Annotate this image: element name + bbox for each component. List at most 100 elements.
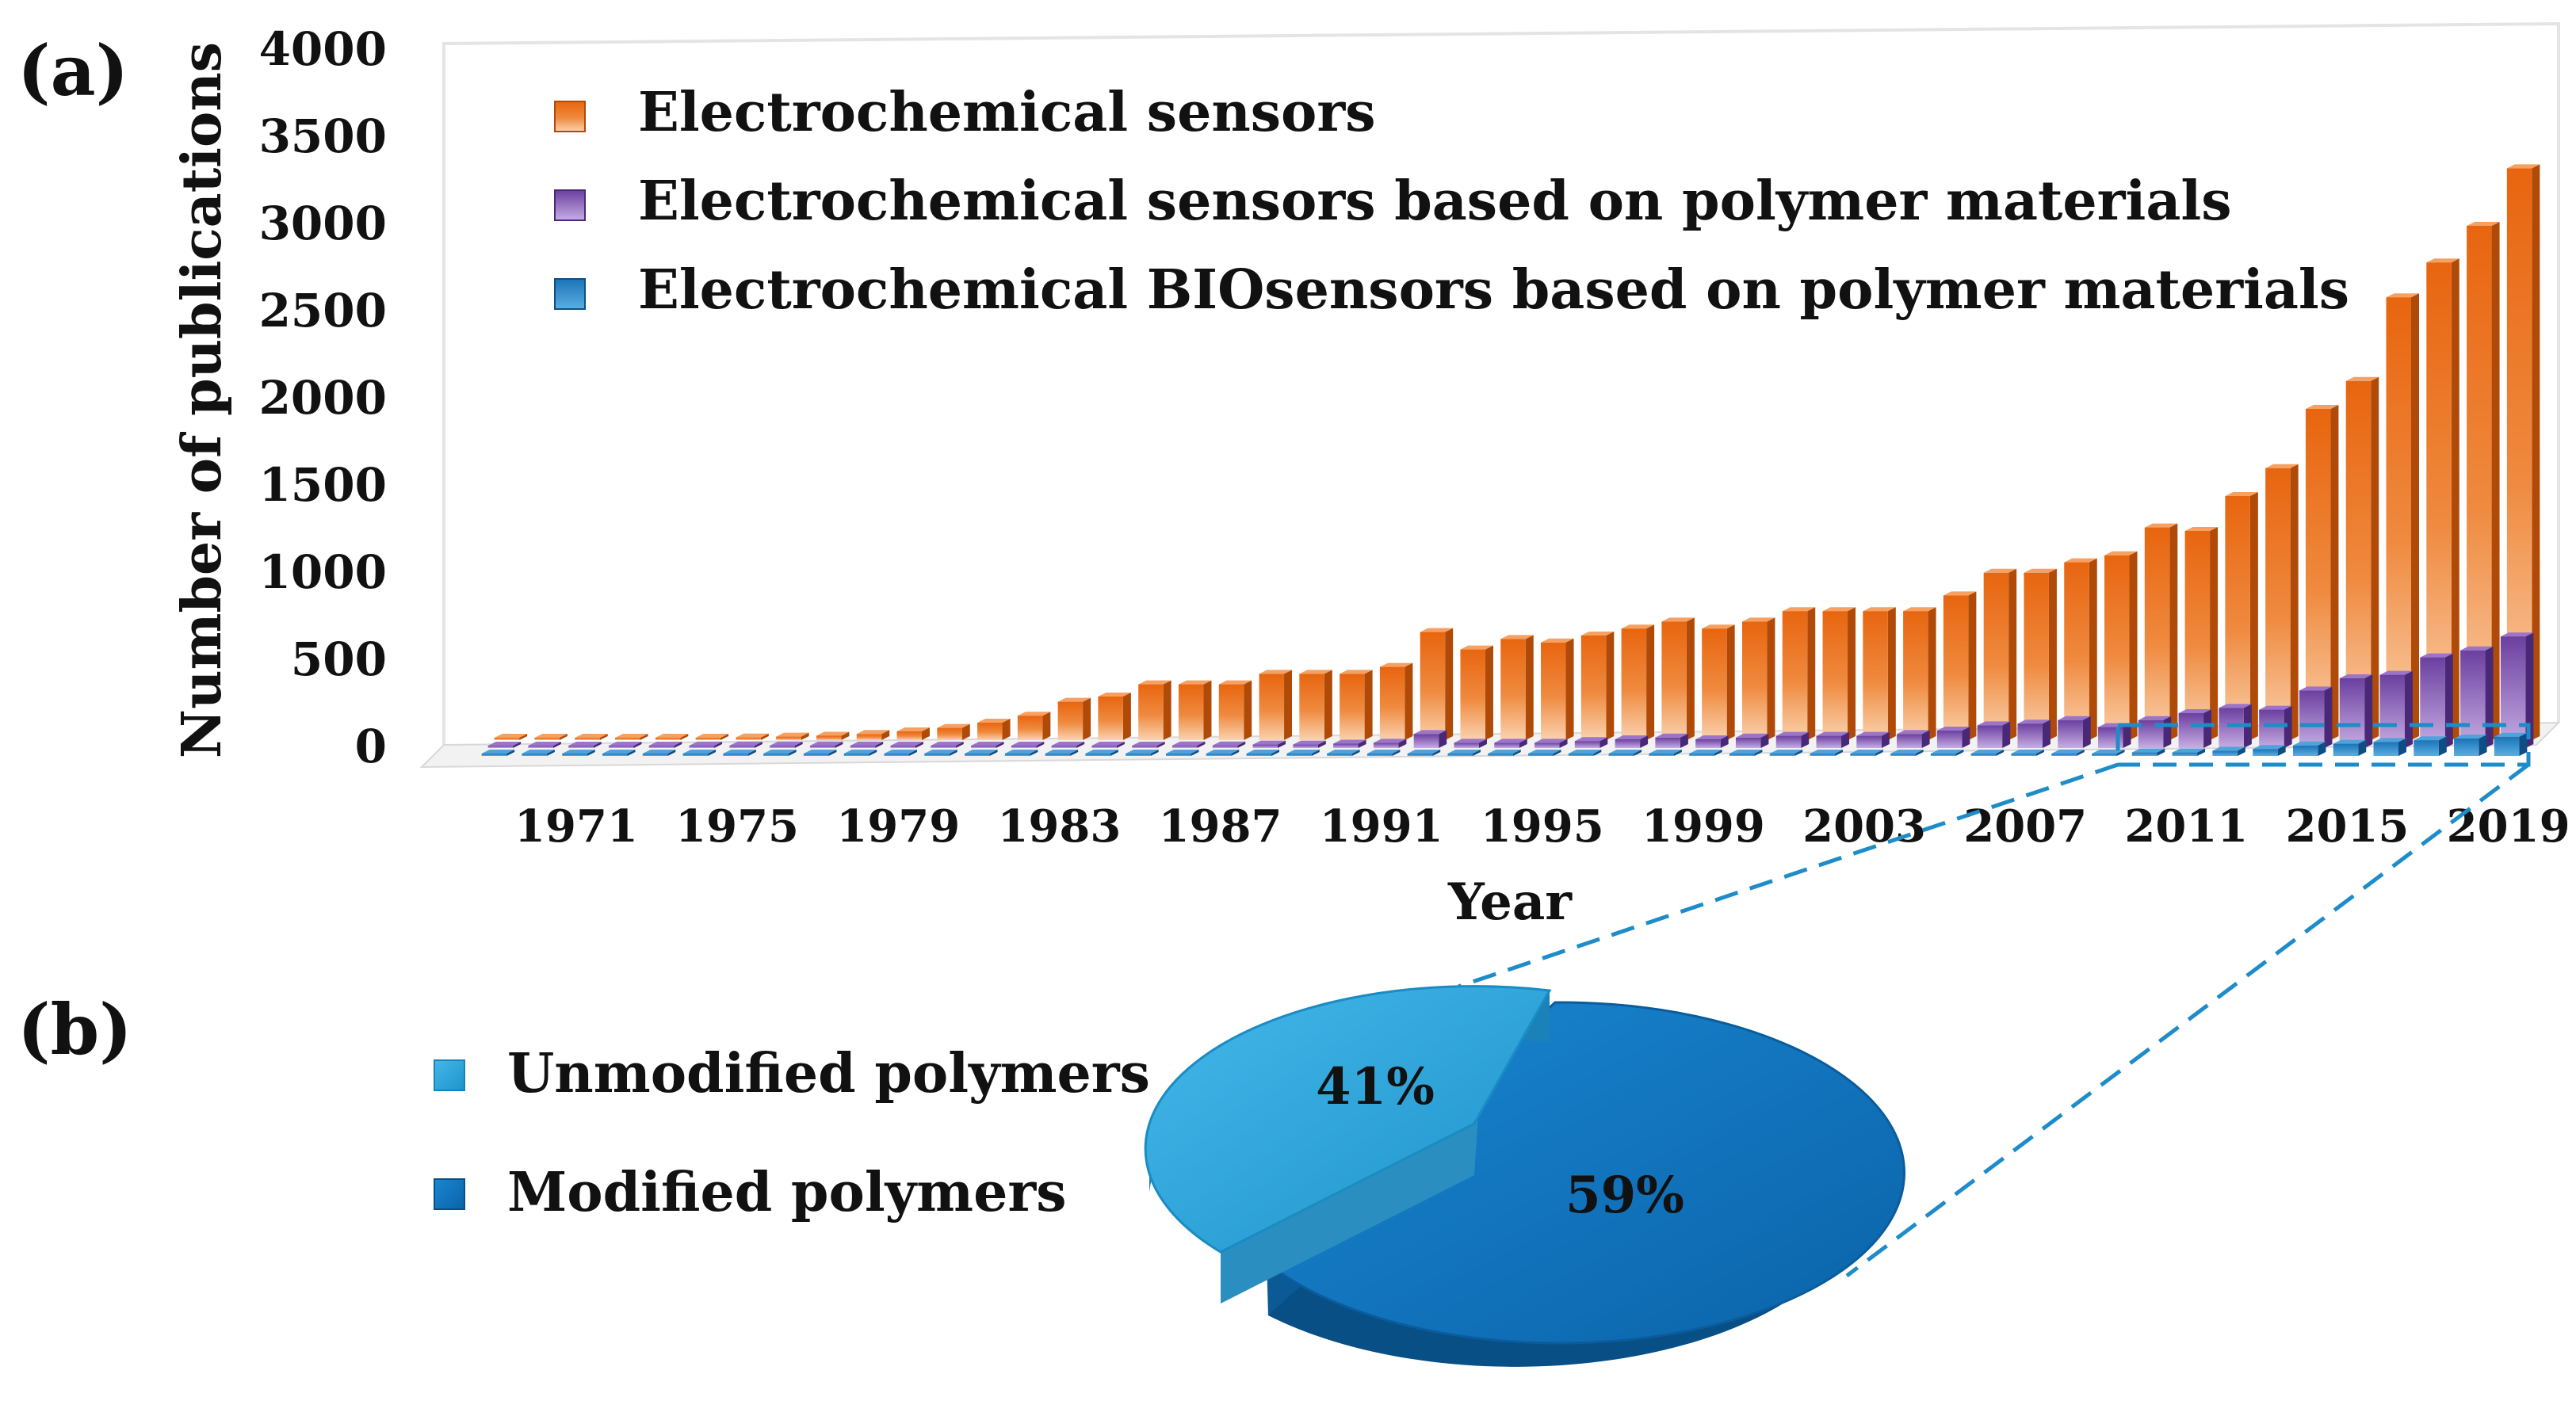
bar-sensors: [736, 733, 769, 740]
legend-swatch-bio: [554, 278, 586, 310]
bar-sensors: [1259, 670, 1293, 740]
pie-slice-unmodified-cut: [1221, 991, 1486, 1304]
panel-b-label: (b): [17, 988, 132, 1071]
x-tick-label: 2019: [2447, 800, 2570, 853]
bar-bio: [2373, 738, 2406, 756]
bar-polymer: [1373, 739, 1407, 748]
bar-sensors: [1580, 632, 1615, 740]
bar-bio: [1729, 750, 1763, 756]
bar-sensors: [1983, 568, 2017, 740]
x-tick-label: 1983: [997, 800, 1121, 853]
bar-bio: [2494, 732, 2528, 756]
pie-label-modified: 59%: [1565, 1166, 1684, 1225]
bar-bio: [1407, 750, 1441, 756]
bar-polymer: [1454, 739, 1487, 748]
zoom-line-right: [1845, 763, 2530, 1277]
bar-bio: [1366, 750, 1401, 756]
bar-polymer: [2460, 646, 2494, 748]
pie-chart: 41% 59%: [1144, 985, 1906, 1367]
bar-polymer: [1695, 735, 1729, 748]
bar-sensors: [2265, 464, 2299, 740]
bar-sensors: [1702, 624, 1735, 740]
bar-sensors: [1741, 617, 1775, 740]
bar-bio: [1085, 750, 1118, 756]
y-tick-label: 2000: [259, 371, 387, 425]
legend-label-polymer: Electrochemical sensors based on polymer…: [638, 170, 2232, 233]
bar-bio: [924, 750, 957, 756]
y-tick-label: 3000: [259, 197, 387, 250]
bar-sensors: [1057, 697, 1091, 740]
bar-bio: [1165, 750, 1199, 756]
bar-bio: [2253, 745, 2286, 756]
bar-bio: [2292, 741, 2326, 756]
zoom-line-left: [1458, 762, 2119, 989]
bar-bio: [1890, 750, 1924, 756]
bar-bio: [884, 750, 917, 756]
legend-swatch-unmodified: [434, 1059, 465, 1091]
bar-bio: [2212, 746, 2245, 756]
bar-polymer: [1252, 740, 1286, 748]
bar-sensors: [2386, 293, 2419, 740]
bar-bio: [1447, 750, 1481, 756]
bar-bio: [1689, 750, 1722, 756]
bar-polymer: [1897, 730, 1930, 748]
bar-polymer: [1011, 742, 1045, 748]
x-tick-label: 1979: [836, 800, 960, 853]
bar-sensors: [2184, 527, 2219, 740]
bar-polymer: [1091, 742, 1125, 748]
bar-sensors: [1541, 638, 1574, 740]
bar-bio: [2172, 748, 2206, 756]
bar-sensors: [655, 734, 689, 740]
bar-polymer: [568, 742, 602, 748]
x-tick-label: 1975: [675, 800, 799, 853]
legend-swatch-polymer: [554, 189, 586, 221]
x-tick-label: 1995: [1481, 800, 1604, 853]
x-tick-label: 1991: [1320, 800, 1443, 853]
bar-sensors: [1178, 680, 1212, 740]
bar-sensors: [1661, 617, 1695, 740]
bar-polymer: [2219, 704, 2252, 748]
bar-sensors: [1379, 662, 1413, 740]
y-tick-label: 2500: [259, 284, 387, 338]
bar-polymer: [2379, 670, 2413, 748]
bar-bio: [965, 750, 998, 756]
bar-sensors: [776, 732, 809, 740]
bar-sensors: [1017, 712, 1051, 740]
x-tick-label: 1971: [514, 800, 638, 853]
bar-bio: [642, 750, 676, 756]
x-tick-label: 2003: [1802, 800, 1926, 853]
bar-bio: [1850, 750, 1883, 756]
legend-label-modified: Modified polymers: [507, 1161, 1067, 1224]
bar-bio: [1488, 750, 1521, 756]
bar-polymer: [648, 742, 682, 748]
y-tick-label: 3500: [259, 109, 387, 163]
bar-bio: [1126, 750, 1159, 756]
legend-item-polymer: Electrochemical sensors based on polymer…: [554, 170, 2232, 233]
bar-polymer: [1977, 721, 2011, 748]
bar-polymer: [2259, 705, 2292, 748]
bar-bio: [1327, 750, 1360, 756]
bar-polymer: [1615, 735, 1649, 748]
bar-polymer: [770, 742, 803, 748]
legend-a: Electrochemical sensors Electrochemical …: [554, 81, 2349, 322]
bar-sensors: [575, 734, 608, 740]
legend-label-unmodified: Unmodified polymers: [507, 1042, 1150, 1105]
bar-sensors: [896, 727, 930, 740]
bar-polymer: [2339, 674, 2373, 748]
bar-polymer: [609, 742, 642, 748]
x-tick-label: 2007: [1963, 800, 2087, 853]
bar-polymer: [2420, 653, 2453, 748]
bar-sensors: [1098, 693, 1131, 740]
bar-polymer: [1171, 741, 1206, 748]
bar-polymer: [1775, 731, 1810, 748]
bar-polymer: [1816, 731, 1850, 748]
x-tick-label: 1999: [1642, 800, 1765, 853]
legend-item-unmodified: Unmodified polymers: [434, 1042, 1150, 1105]
zoom-highlight-box: [2115, 723, 2531, 767]
bar-polymer: [1735, 733, 1769, 748]
legend-label-bio: Electrochemical BIOsensors based on poly…: [638, 258, 2349, 322]
y-tick-label: 1500: [259, 458, 387, 512]
bar-polymer: [1333, 739, 1366, 748]
bar-polymer: [1535, 739, 1568, 748]
